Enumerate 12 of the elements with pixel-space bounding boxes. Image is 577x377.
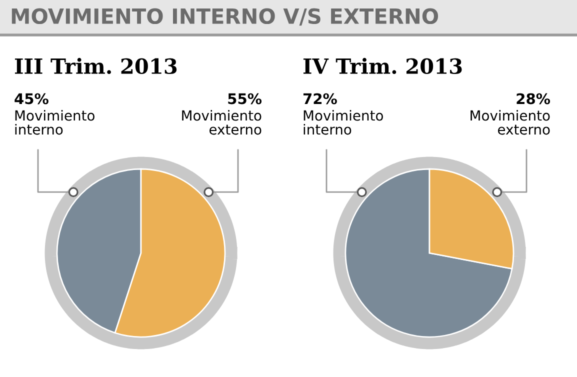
data-label: 55% [228, 93, 262, 104]
chart-title: III Trim. 2013 [14, 58, 177, 74]
data-label: 72% [303, 93, 337, 104]
slice-label: Movimiento externo [470, 110, 550, 135]
slice-label: Movimiento externo [182, 110, 262, 135]
pie-slice [344, 168, 513, 338]
chart-title: IV Trim. 2013 [303, 58, 462, 74]
slice-label: Movimiento interno [304, 110, 383, 135]
slice-label: Movimiento interno [15, 110, 94, 135]
data-label: 28% [516, 93, 550, 104]
data-label: 45% [14, 93, 48, 104]
text: MOVIMIENTO INTERNO V/S EXTERNO [12, 8, 438, 26]
